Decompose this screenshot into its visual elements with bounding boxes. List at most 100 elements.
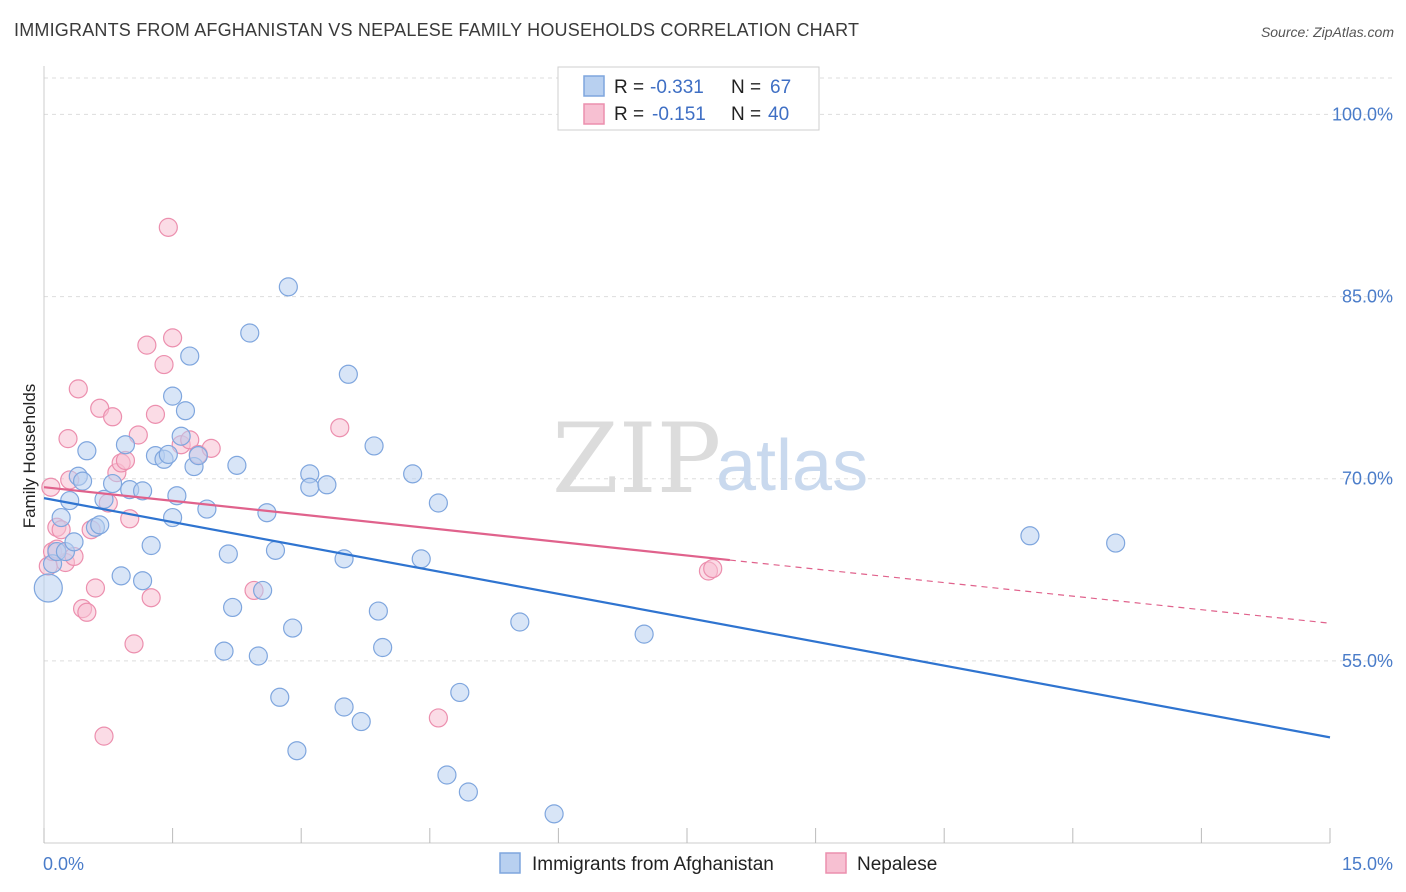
- legend-bottom-blue-swatch: [499, 852, 521, 874]
- y-tick-label-1: 70.0%: [1342, 469, 1393, 489]
- afghanistan-point-30: [188, 446, 208, 466]
- legend-pink-swatch: [583, 103, 605, 125]
- legend-bottom-pink-swatch: [825, 852, 847, 874]
- source-credit: Source: ZipAtlas.com: [1260, 24, 1394, 40]
- legend-bottom: Immigrants from Afghanistan Nepalese: [499, 852, 937, 875]
- afghanistan-point-33: [218, 544, 238, 564]
- afghanistan-point-65: [1106, 533, 1126, 553]
- legend-blue-n-label: N =: [731, 77, 761, 98]
- afghanistan-point-55: [403, 464, 423, 484]
- afghanistan-point-57: [428, 493, 448, 513]
- afghanistan-point-26: [171, 426, 191, 446]
- afghanistan-point-64: [1020, 526, 1040, 546]
- legend-blue-r-label: R =: [614, 77, 644, 98]
- afghanistan-point-3: [51, 507, 71, 528]
- afghanistan-point-52: [364, 436, 384, 456]
- afghanistan-point-23: [163, 386, 183, 406]
- watermark-atlas-text: atlas: [716, 426, 868, 506]
- legend-blue-n-value: 67: [770, 77, 791, 98]
- afghanistan-point-14: [111, 566, 131, 586]
- trend-lines: [43, 486, 1331, 739]
- afghanistan-point-0: [33, 573, 63, 603]
- nepalese-point-22: [124, 634, 144, 654]
- legend-top: R = -0.331 N = 67 R = -0.151 N = 40: [557, 66, 820, 131]
- afghanistan-point-58: [437, 765, 457, 785]
- y-tick-labels: 55.0% 70.0% 85.0% 100.0%: [1332, 104, 1393, 670]
- afghanistan-trend-line: [43, 497, 1331, 739]
- afghanistan-point-48: [334, 697, 354, 717]
- legend-pink-n-label: N =: [731, 104, 761, 125]
- afghanistan-point-34: [223, 597, 243, 618]
- nepalese-point-17: [102, 407, 123, 427]
- nepalese-point-38: [703, 558, 723, 579]
- afghanistan-point-60: [458, 782, 478, 802]
- y-tick-label-3: 100.0%: [1332, 104, 1393, 124]
- afghanistan-point-15: [115, 435, 136, 455]
- nepalese-point-25: [141, 588, 161, 608]
- afghanistan-point-5: [60, 490, 80, 511]
- legend-pink-r-label: R =: [614, 104, 644, 125]
- afghanistan-point-36: [240, 323, 260, 343]
- nepalese-point-27: [154, 354, 174, 375]
- chart-title: IMMIGRANTS FROM AFGHANISTAN VS NEPALESE …: [14, 20, 860, 40]
- afghanistan-point-22: [158, 444, 178, 465]
- y-tick-label-2: 85.0%: [1342, 287, 1393, 307]
- afghanistan-point-61: [510, 612, 530, 632]
- afghanistan-point-43: [283, 618, 303, 638]
- nepalese-point-6: [58, 429, 78, 449]
- axes: [43, 66, 1331, 844]
- legend-blue-r-value: -0.331: [650, 77, 704, 98]
- afghanistan-point-63: [634, 624, 654, 644]
- afghanistan-point-38: [253, 580, 273, 601]
- afghanistan-point-56: [411, 549, 431, 569]
- afghanistan-point-46: [300, 477, 320, 497]
- afghanistan-point-27: [175, 401, 196, 421]
- afghanistan-point-6: [64, 532, 84, 552]
- watermark: ZIP atlas: [552, 403, 868, 515]
- afghanistan-point-8: [72, 471, 93, 491]
- x-tick-min: 0.0%: [43, 854, 84, 874]
- nepalese-point-28: [158, 217, 178, 237]
- nepalese-point-11: [77, 602, 97, 622]
- afghanistan-point-62: [544, 804, 564, 824]
- afghanistan-point-42: [278, 277, 298, 297]
- legend-pink-n-value: 40: [768, 104, 789, 125]
- afghanistan-point-59: [450, 682, 470, 703]
- afghanistan-point-39: [257, 503, 277, 523]
- nepalese-point-23: [128, 425, 148, 445]
- afghanistan-point-40: [265, 540, 286, 560]
- afghanistan-point-35: [227, 455, 247, 475]
- legend-blue-swatch: [583, 75, 605, 97]
- afghanistan-point-13: [102, 473, 123, 494]
- y-axis-title: Family Households: [20, 384, 39, 529]
- nepalese-point-29: [163, 328, 183, 348]
- afghanistan-point-41: [270, 687, 290, 707]
- afghanistan-point-11: [90, 515, 110, 535]
- nepalese-point-35: [330, 418, 350, 438]
- afghanistan-point-9: [77, 441, 97, 461]
- legend-afghanistan-label: Immigrants from Afghanistan: [532, 854, 774, 875]
- afghanistan-points: [33, 277, 1126, 824]
- legend-pink-r-value: -0.151: [652, 104, 706, 125]
- y-tick-label-0: 55.0%: [1342, 651, 1393, 671]
- nepalese-trend-line: [43, 486, 730, 562]
- nepalese-point-36: [428, 708, 448, 728]
- afghanistan-point-37: [248, 646, 268, 666]
- afghanistan-point-47: [317, 475, 337, 495]
- afghanistan-point-44: [287, 741, 307, 761]
- afghanistan-point-53: [368, 601, 388, 621]
- afghanistan-point-32: [214, 641, 234, 661]
- legend-nepalese-label: Nepalese: [857, 854, 937, 875]
- nepalese-point-26: [145, 404, 166, 424]
- nepalese-trend-extension: [729, 559, 1331, 624]
- nepalese-point-24: [137, 335, 157, 355]
- afghanistan-point-50: [338, 364, 358, 384]
- afghanistan-point-17: [132, 571, 153, 591]
- nepalese-point-9: [68, 379, 88, 399]
- afghanistan-point-18: [132, 481, 153, 501]
- x-tick-max: 15.0%: [1342, 854, 1393, 874]
- nepalese-point-13: [85, 578, 106, 598]
- afghanistan-point-51: [351, 711, 371, 732]
- watermark-zip-text: ZIP: [552, 403, 721, 515]
- afghanistan-point-19: [141, 535, 161, 556]
